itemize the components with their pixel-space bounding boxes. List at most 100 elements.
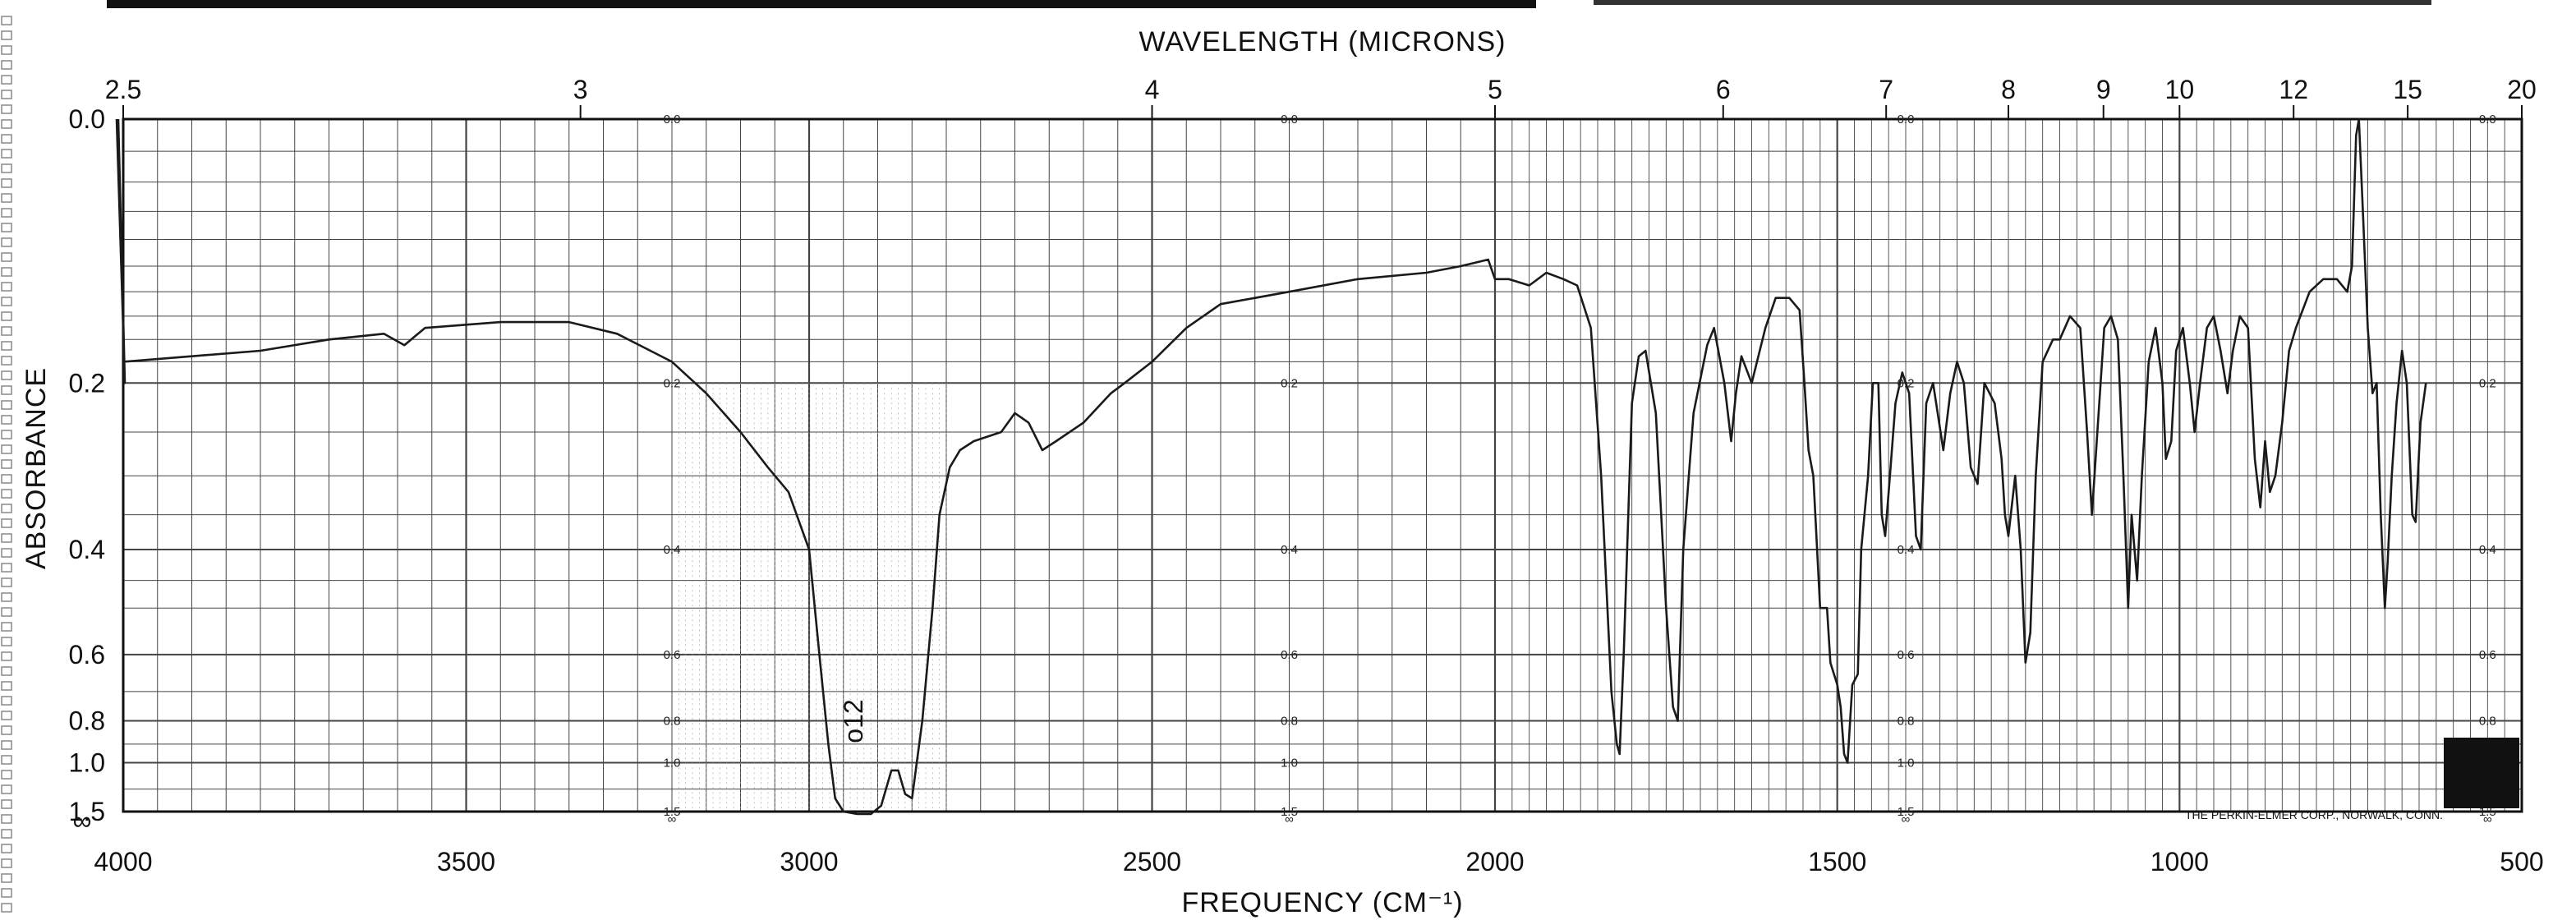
absorbance-tick-label: 0.8 [69,706,105,736]
absorbance-axis-title: ABSORBANCE [21,367,52,569]
inner-infinity-label: ∞ [1902,812,1911,826]
perforation-hole [1,548,12,558]
perforation-hole [1,30,12,40]
perforation-hole [1,149,12,159]
frequency-tick-label: 2000 [1465,847,1524,876]
top-border-bar-right [1594,0,2431,5]
frequency-tick-labels: 4000 3500 3000 2500 2000 1500 1000 500 [94,847,2543,876]
wavelength-tick-label: 10 [2165,75,2195,104]
absorbance-tick-label: 0.0 [69,104,105,134]
perforation-hole [1,858,12,868]
plot-frame [122,117,2523,813]
inner-absorbance-label: 0.4 [664,543,681,557]
perforation-hole [1,267,12,277]
inner-absorbance-label: 1.5 [664,805,681,819]
perforation-hole [1,90,12,99]
manufacturer-note: THE PERKIN-ELMER CORP., NORWALK, CONN. [2185,808,2443,821]
wavelength-tick-label: 6 [1716,75,1731,104]
perforation-hole [1,814,12,824]
inner-absorbance-label: 0.2 [664,376,681,390]
perforation-hole [1,563,12,573]
band-annotation: o12 [839,699,868,743]
inner-absorbance-label: 1.5 [1281,805,1298,819]
perforation-hole [1,607,12,617]
top-border-bar [107,0,1536,8]
wavelength-tick-labels: 2.5 3 4 5 6 7 8 9 10 12 15 20 [105,75,2537,119]
perforation-hole [1,903,12,913]
inner-infinity-label: ∞ [2483,812,2492,826]
wavelength-tick-label: 9 [2096,75,2111,104]
perforation-hole [1,725,12,735]
wavelength-tick-label: 3 [573,75,588,104]
perforation-hole [1,489,12,499]
perforation-hole [1,651,12,661]
inner-absorbance-label: 1.5 [1898,805,1915,819]
perforation-hole [1,326,12,336]
inner-infinity-label: ∞ [1285,812,1294,826]
perforation-hole [1,770,12,780]
inner-absorbance-label: 0.8 [664,715,681,729]
frequency-tick-label: 500 [2500,847,2543,876]
perforation-hole [1,888,12,898]
inner-absorbance-label: 0.0 [1898,113,1915,126]
wavelength-tick-label: 15 [2393,75,2422,104]
infinity-label: ∞ [73,806,92,835]
perforation-hole [1,444,12,454]
inner-absorbance-label: 0.8 [1281,715,1298,729]
perforation-hole [1,666,12,676]
inner-absorbance-label: 0.6 [2479,648,2496,662]
inner-absorbance-label: 0.2 [2479,376,2496,390]
perforation-hole [1,637,12,646]
inner-infinity-label: ∞ [668,812,677,826]
wavelength-tick-label: 4 [1145,75,1160,104]
frequency-tick-label: 3000 [780,847,838,876]
absorbance-tick-labels: 0.0 0.2 0.4 0.6 0.8 1.0 1.5 [69,104,105,826]
perforation-hole [1,45,12,55]
wavelength-tick-label: 12 [2279,75,2308,104]
wavelength-tick-label: 5 [1488,75,1502,104]
perforation-hole [1,415,12,425]
perforation-hole [1,75,12,85]
perforation-hole [1,592,12,602]
perforation-hole [1,577,12,587]
inner-absorbance-label: 0.2 [1898,376,1915,390]
perforation-hole [1,681,12,691]
inner-absorbance-label: 0.6 [664,648,681,662]
inner-absorbance-label: 0.6 [1281,648,1298,662]
frequency-tick-label: 1000 [2150,847,2209,876]
perforation-hole [1,356,12,366]
perforation-hole [1,474,12,484]
perforation-hole [1,784,12,794]
frequency-axis-title: FREQUENCY (CM⁻¹) [1181,887,1463,918]
perforation-hole [1,873,12,883]
wavelength-tick-label: 8 [2001,75,2016,104]
frequency-tick-label: 4000 [94,847,152,876]
absorbance-tick-label: 0.2 [69,368,105,398]
wavelength-tick-label: 2.5 [105,75,141,104]
inner-absorbance-label: 0.4 [2479,543,2496,557]
absorbance-trace [115,117,2427,816]
perforation-hole [1,237,12,247]
perforation-hole [1,829,12,839]
perforation-hole [1,740,12,750]
absorbance-tick-label: 0.6 [69,640,105,669]
perforation-hole [1,193,12,203]
perforation-hole [1,282,12,292]
inner-absorbance-label: 0.0 [664,113,681,126]
inner-absorbance-label: 0.8 [2479,715,2496,729]
inner-absorbance-label: 1.0 [1898,756,1915,770]
perforation-hole [1,844,12,853]
left-perforation-strip [1,16,12,913]
perforation-hole [1,400,12,410]
inner-absorbance-label: 1.0 [664,756,681,770]
perforation-hole [1,622,12,632]
perforation-hole [1,297,12,306]
perforation-hole [1,311,12,321]
inner-absorbance-label: 0.4 [1898,543,1915,557]
perforation-hole [1,385,12,395]
inner-absorbance-label: 0.6 [1898,648,1915,662]
wavelength-tick-label: 7 [1879,75,1893,104]
inner-absorbance-label: 1.0 [1281,756,1298,770]
perforation-hole [1,430,12,439]
perforation-hole [1,134,12,144]
